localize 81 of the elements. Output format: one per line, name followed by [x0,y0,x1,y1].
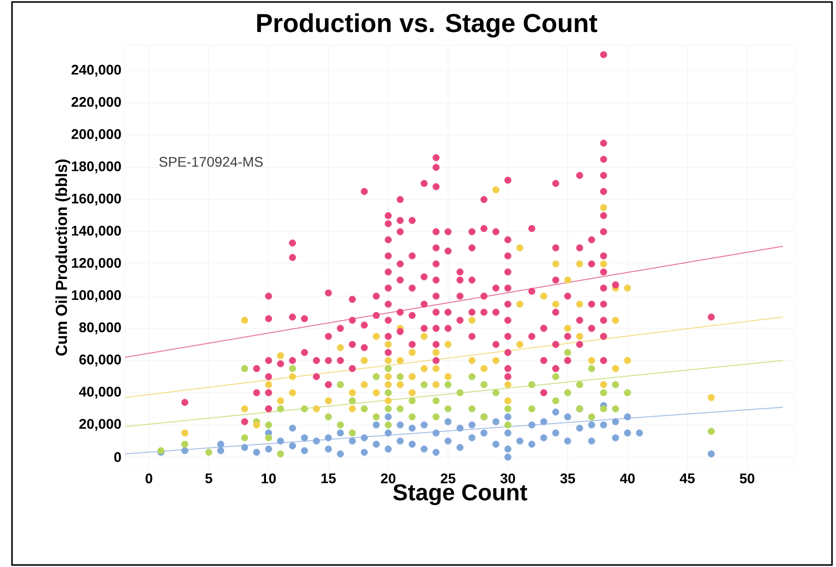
point [588,365,596,372]
x-tick-label: 35 [560,473,576,484]
point [372,413,380,420]
point [420,381,428,388]
point [504,421,512,428]
point [432,413,440,420]
point [468,373,476,380]
point [300,405,308,412]
y-axis-title: Cum Oil Production (bbls) [55,160,70,356]
y-tick-label: 240,000 [72,64,121,77]
point [504,405,512,412]
point [408,413,416,420]
y-tick-label: 60,000 [79,354,121,366]
point [348,397,356,404]
point [324,413,332,420]
x-tick-label: 15 [322,474,336,484]
point [528,405,536,412]
point [600,405,608,412]
point [241,434,248,442]
point [336,381,344,388]
point [205,448,212,456]
x-tick-label: 40 [620,473,635,484]
y-tick-label: 20,000 [79,418,121,431]
chart-title: Production vs. Stage Count [257,13,598,38]
y-tick-label: 140,000 [72,226,121,238]
point [576,381,584,388]
point [552,397,560,404]
point [265,421,272,428]
point [384,389,392,396]
point [624,389,632,396]
point [384,405,392,412]
point [265,434,272,442]
point [468,405,476,412]
point [372,373,380,380]
point [444,405,452,412]
annotation: SPE-170924-MS [159,156,263,167]
y-tick-label: 180,000 [72,161,121,174]
point [444,381,452,388]
y-tick-label: 100,000 [72,290,121,302]
point [336,421,344,428]
point [612,405,620,412]
y-tick-label: 0 [114,452,121,462]
point [277,405,284,412]
point [432,397,440,404]
point [612,381,620,388]
point [277,450,284,458]
point [480,381,488,388]
x-tick-label: 25 [440,473,456,484]
point [289,365,296,372]
point [181,440,188,448]
x-tick-label: 5 [205,474,212,484]
point [384,421,392,428]
x-tick-label: 30 [500,473,516,484]
y-tick-label: 40,000 [79,386,121,399]
point [396,373,404,380]
point [241,365,248,372]
x-tick-label: 10 [262,473,276,484]
x-axis-title: Stage Count [393,484,528,506]
point [384,365,392,372]
y-tick-label: 80,000 [79,322,121,334]
point [408,397,416,404]
point [600,389,608,396]
point [360,405,368,412]
y-tick-label: 160,000 [72,194,121,206]
point [456,389,464,396]
point [564,348,572,356]
y-tick-label: 220,000 [72,96,121,109]
point [588,413,596,420]
point [492,389,500,396]
point [348,429,356,436]
x-tick-label: 20 [380,473,396,484]
y-tick-label: 120,000 [72,258,121,270]
point [708,428,715,435]
point [396,405,404,412]
x-tick-label: 50 [740,473,754,484]
point [564,389,572,396]
x-tick-label: 45 [680,474,695,484]
point [552,373,560,380]
x-tick-label: 0 [146,473,152,484]
y-tick-label: 200,000 [72,129,121,142]
point [528,381,536,388]
